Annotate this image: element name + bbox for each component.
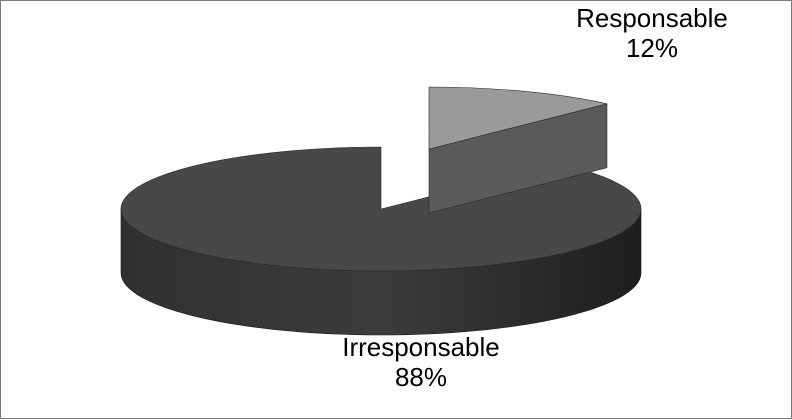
- slice-name-irresponsable: Irresponsable: [342, 332, 500, 362]
- slice-top-responsable: [428, 86, 608, 150]
- slice-percent-responsable: 12%: [625, 33, 679, 63]
- slice-responsable: [428, 86, 608, 214]
- slice-label-irresponsable: Irresponsable 88%: [301, 332, 541, 392]
- slice-name-responsable: Responsable: [576, 3, 728, 33]
- slice-percent-irresponsable: 88%: [394, 362, 448, 392]
- slice-label-responsable: Responsable 12%: [547, 3, 757, 63]
